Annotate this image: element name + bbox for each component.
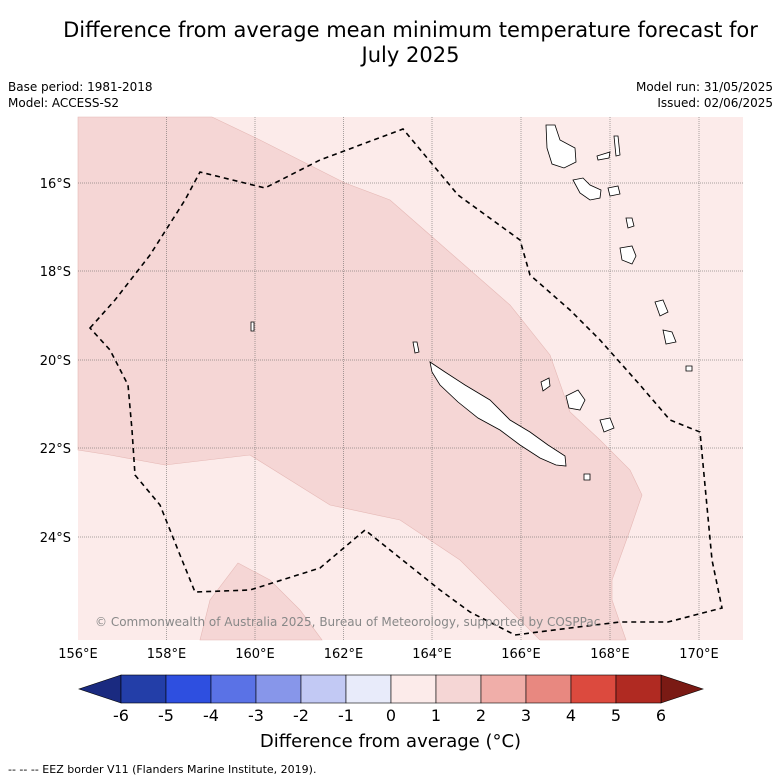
grid-lines [78, 117, 743, 640]
meta-right: Model run: 31/05/2025 Issued: 02/06/2025 [636, 79, 773, 111]
land-outlines [250, 124, 693, 481]
colorbar-over-arrow [660, 674, 704, 704]
efate [625, 217, 635, 229]
colorbar-swatch [480, 674, 527, 704]
copyright-text: © Commonwealth of Australia 2025, Bureau… [95, 615, 600, 629]
colorbar-tick-label: 3 [521, 706, 531, 725]
colorbar-swatch [390, 674, 437, 704]
chesterfield-reef [250, 321, 255, 332]
colorbar-swatch [615, 674, 662, 704]
colorbar-tick-label: 6 [656, 706, 666, 725]
erromango [619, 245, 637, 265]
colorbar-tick-label: 0 [386, 706, 396, 725]
ouvea [540, 377, 551, 392]
ambae [596, 151, 611, 161]
lon-tick: 156°E [58, 647, 98, 662]
meta-left: Base period: 1981-2018 Model: ACCESS-S2 [8, 79, 153, 111]
espiritu-santo [545, 124, 577, 169]
malekula [572, 177, 602, 201]
anomaly-region-1to2 [77, 116, 643, 641]
eez-border [88, 128, 723, 636]
lat-tick: 18°S [40, 265, 71, 280]
colorbar-under-arrow [78, 674, 122, 704]
colorbar-tick-label: -4 [203, 706, 219, 725]
colorbar-swatch [210, 674, 257, 704]
colorbar-labels: -6 -5 -4 -3 -2 -1 0 1 2 3 4 5 6 [113, 706, 666, 725]
lat-tick: 16°S [40, 177, 71, 192]
mare [599, 417, 615, 433]
new-caledonia-mainland [429, 361, 567, 467]
base-period: Base period: 1981-2018 [8, 80, 153, 94]
colorbar-swatch [300, 674, 347, 704]
lon-tick: 160°E [235, 647, 275, 662]
legend-footnote: -- -- -- EEZ border V11 (Flanders Marine… [8, 763, 317, 776]
ambrym [607, 185, 621, 197]
colorbar-tick-label: 2 [476, 706, 486, 725]
colorbar-tick-label: 4 [566, 706, 576, 725]
lifou [565, 389, 586, 411]
lat-tick-labels: 16°S 18°S 20°S 22°S 24°S [40, 177, 71, 546]
lon-tick: 158°E [147, 647, 187, 662]
colorbar-swatch [255, 674, 302, 704]
title-line-2: July 2025 [361, 43, 460, 67]
lon-tick: 168°E [590, 647, 630, 662]
lat-tick: 20°S [40, 354, 71, 369]
colorbar-tick-label: 5 [611, 706, 621, 725]
isle-of-pines [583, 473, 591, 481]
lat-tick: 24°S [40, 531, 71, 546]
colorbar-swatch [345, 674, 392, 704]
aneityum [662, 329, 677, 345]
colorbar-swatch [435, 674, 482, 704]
colorbar-swatch [525, 674, 572, 704]
lon-tick: 162°E [324, 647, 364, 662]
colorbar-swatch [165, 674, 212, 704]
colorbar-tick-label: -3 [248, 706, 264, 725]
colorbar [78, 674, 704, 704]
colorbar-tick-label: -1 [338, 706, 354, 725]
colorbar-tick-label: -5 [158, 706, 174, 725]
lon-tick: 170°E [679, 647, 719, 662]
model-run: Model run: 31/05/2025 [635, 80, 773, 94]
lon-tick: 164°E [412, 647, 452, 662]
colorbar-tick-label: -6 [113, 706, 129, 725]
colorbar-swatch [120, 674, 167, 704]
lat-tick: 22°S [40, 442, 71, 457]
anomaly-region-1to2-south [199, 562, 323, 641]
issued-date: Issued: 02/06/2025 [657, 96, 773, 110]
maewo-pentecost [613, 135, 621, 157]
matthew-island [685, 365, 693, 372]
colorbar-tick-label: -2 [293, 706, 309, 725]
colorbar-swatch [570, 674, 617, 704]
map-title: Difference from average mean minimum tem… [40, 18, 781, 68]
colorbar-title: Difference from average (°C) [259, 731, 522, 752]
model-name: Model: ACCESS-S2 [8, 96, 120, 110]
lon-tick: 166°E [501, 647, 541, 662]
tanna [654, 299, 669, 317]
belep-islands [412, 341, 420, 354]
lon-tick-labels: 156°E 158°E 160°E 162°E 164°E 166°E 168°… [58, 647, 719, 662]
title-line-1: Difference from average mean minimum tem… [63, 18, 758, 42]
colorbar-tick-label: 1 [431, 706, 441, 725]
